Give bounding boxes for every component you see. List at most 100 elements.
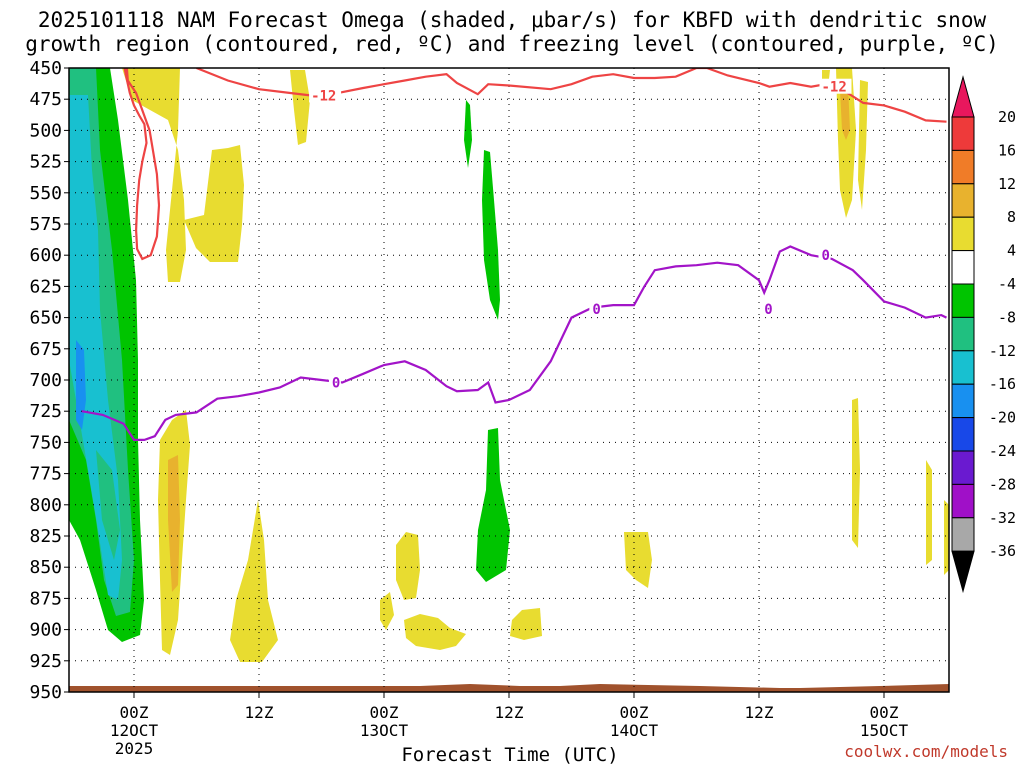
x-tick-label: 00Z	[120, 703, 149, 722]
omega-region-green-upper-36h	[464, 100, 472, 168]
omega-region-blue-west	[76, 340, 86, 430]
omega-region-yellow-top	[122, 68, 186, 282]
omega-region-yellow-mid-b	[380, 592, 394, 630]
omega-region-yellow-right-bottom	[926, 460, 932, 565]
x-tick-date: 15OCT	[860, 721, 909, 740]
x-tick-label: 12Z	[745, 703, 774, 722]
y-tick-label: 475	[29, 89, 62, 110]
colorbar-label: -8	[998, 308, 1016, 326]
x-tick-label: 00Z	[620, 703, 649, 722]
y-tick-label: 875	[29, 588, 62, 609]
colorbar-label: -32	[989, 509, 1016, 527]
y-tick-label: 750	[29, 432, 62, 453]
omega-region-yellow-small-top	[290, 70, 310, 145]
dgz-contour-lower-minus12	[123, 68, 161, 261]
omega-region-yellow-right-edge	[944, 500, 949, 575]
omega-region-yellow-lowest-left	[230, 500, 278, 662]
colorbar: 20 16 12 8 4 -4 -8 -12 -16 -20 -24 -28 -32 -36	[951, 75, 1016, 594]
colorbar-swatch	[951, 116, 975, 151]
colorbar-swatch	[951, 149, 975, 185]
colorbar-label: -4	[998, 275, 1016, 293]
y-tick-label: 925	[29, 651, 62, 672]
x-tick-date: 12OCT	[110, 721, 159, 740]
colorbar-swatch	[951, 450, 975, 485]
colorbar-swatch	[951, 183, 975, 218]
freezing-contour-label: 0	[764, 302, 772, 318]
contour-label-bg	[761, 300, 774, 316]
colorbar-label: -20	[989, 409, 1016, 427]
freezing-contour-label: 0	[592, 302, 600, 318]
grid-lines	[69, 68, 949, 692]
colorbar-swatch	[951, 316, 975, 352]
y-tick-label: 600	[29, 245, 62, 266]
colorbar-bottom-arrow	[951, 550, 975, 594]
omega-region-yellow-mid-e	[624, 532, 652, 588]
omega-region-yellow-mid-a	[396, 532, 420, 600]
y-tick-label: 775	[29, 464, 62, 485]
freezing-level-contour	[81, 245, 947, 441]
contour-label-bg	[818, 247, 831, 263]
colorbar-swatch	[951, 216, 975, 252]
contour-label-bg	[328, 374, 341, 390]
omega-shading	[69, 68, 949, 692]
colorbar-swatch	[951, 350, 975, 385]
y-tick-label: 800	[29, 495, 62, 516]
freezing-contour-label: 0	[822, 248, 830, 264]
contour-label-bg	[589, 300, 602, 316]
colorbar-swatch	[951, 483, 975, 519]
omega-region-teal-lower	[96, 450, 120, 560]
colorbar-label: -24	[989, 442, 1016, 460]
title-line-1: 2025101118 NAM Forecast Omega (shaded, μ…	[37, 8, 987, 32]
y-tick-label: 700	[29, 370, 62, 391]
omega-region-green-mid-36h	[482, 150, 500, 320]
dgz-contour-label: -12	[311, 88, 336, 104]
y-tick-label: 675	[29, 339, 62, 360]
y-axis-ticks: 450 475 500 525 550 575 600 625 650 675 700 725 750 7…	[29, 58, 69, 703]
freezing-contour-label: 0	[332, 375, 340, 391]
colorbar-label: 12	[998, 175, 1016, 193]
omega-region-yellow-upper-mid	[184, 145, 244, 262]
x-tick-year: 2025	[115, 739, 154, 758]
x-axis-label: Forecast Time (UTC)	[401, 744, 619, 766]
colorbar-swatch	[951, 383, 975, 419]
y-tick-label: 625	[29, 276, 62, 297]
colorbar-swatch	[951, 417, 975, 452]
x-tick-label: 00Z	[370, 703, 399, 722]
x-tick-label: 12Z	[245, 703, 274, 722]
colorbar-swatch	[951, 283, 975, 318]
contour-label-bg	[819, 78, 852, 94]
y-tick-label: 950	[29, 682, 62, 703]
title-line-2: growth region (contoured, red, ºC) and f…	[25, 32, 999, 56]
colorbar-label: 4	[1007, 242, 1016, 260]
omega-region-orange-right-upper	[840, 85, 850, 140]
contour-label-bg	[309, 87, 342, 103]
x-tick-label: 12Z	[495, 703, 524, 722]
omega-region-yellow-mid-d	[510, 608, 542, 640]
colorbar-label: -36	[989, 542, 1016, 560]
colorbar-swatch	[951, 517, 975, 552]
y-tick-label: 550	[29, 183, 62, 204]
y-tick-label: 825	[29, 526, 62, 547]
omega-region-orange-lower-left	[168, 455, 180, 592]
omega-region-yellow-mid-c	[404, 614, 466, 650]
y-tick-label: 900	[29, 620, 62, 641]
x-tick-date: 13OCT	[360, 721, 409, 740]
y-tick-label: 725	[29, 401, 62, 422]
x-tick-date: 14OCT	[610, 721, 659, 740]
colorbar-label: 20	[998, 108, 1016, 126]
colorbar-label: 16	[998, 141, 1016, 159]
surface-terrain	[69, 684, 949, 692]
credit-text: coolwx.com/models	[844, 742, 1008, 761]
y-tick-label: 850	[29, 557, 62, 578]
y-tick-label: 575	[29, 214, 62, 235]
dgz-contour-label: -12	[822, 80, 847, 96]
y-tick-label: 450	[29, 58, 62, 79]
dgz-contour-upper-minus12	[196, 68, 947, 123]
y-tick-label: 650	[29, 308, 62, 329]
y-tick-label: 525	[29, 152, 62, 173]
y-tick-label: 500	[29, 120, 62, 141]
colorbar-label: -12	[989, 342, 1016, 360]
contour-labels: -12 -12 0 0 0 0	[309, 78, 852, 391]
omega-region-yellow-right-lower	[852, 398, 860, 548]
colorbar-label: 8	[1007, 208, 1016, 226]
